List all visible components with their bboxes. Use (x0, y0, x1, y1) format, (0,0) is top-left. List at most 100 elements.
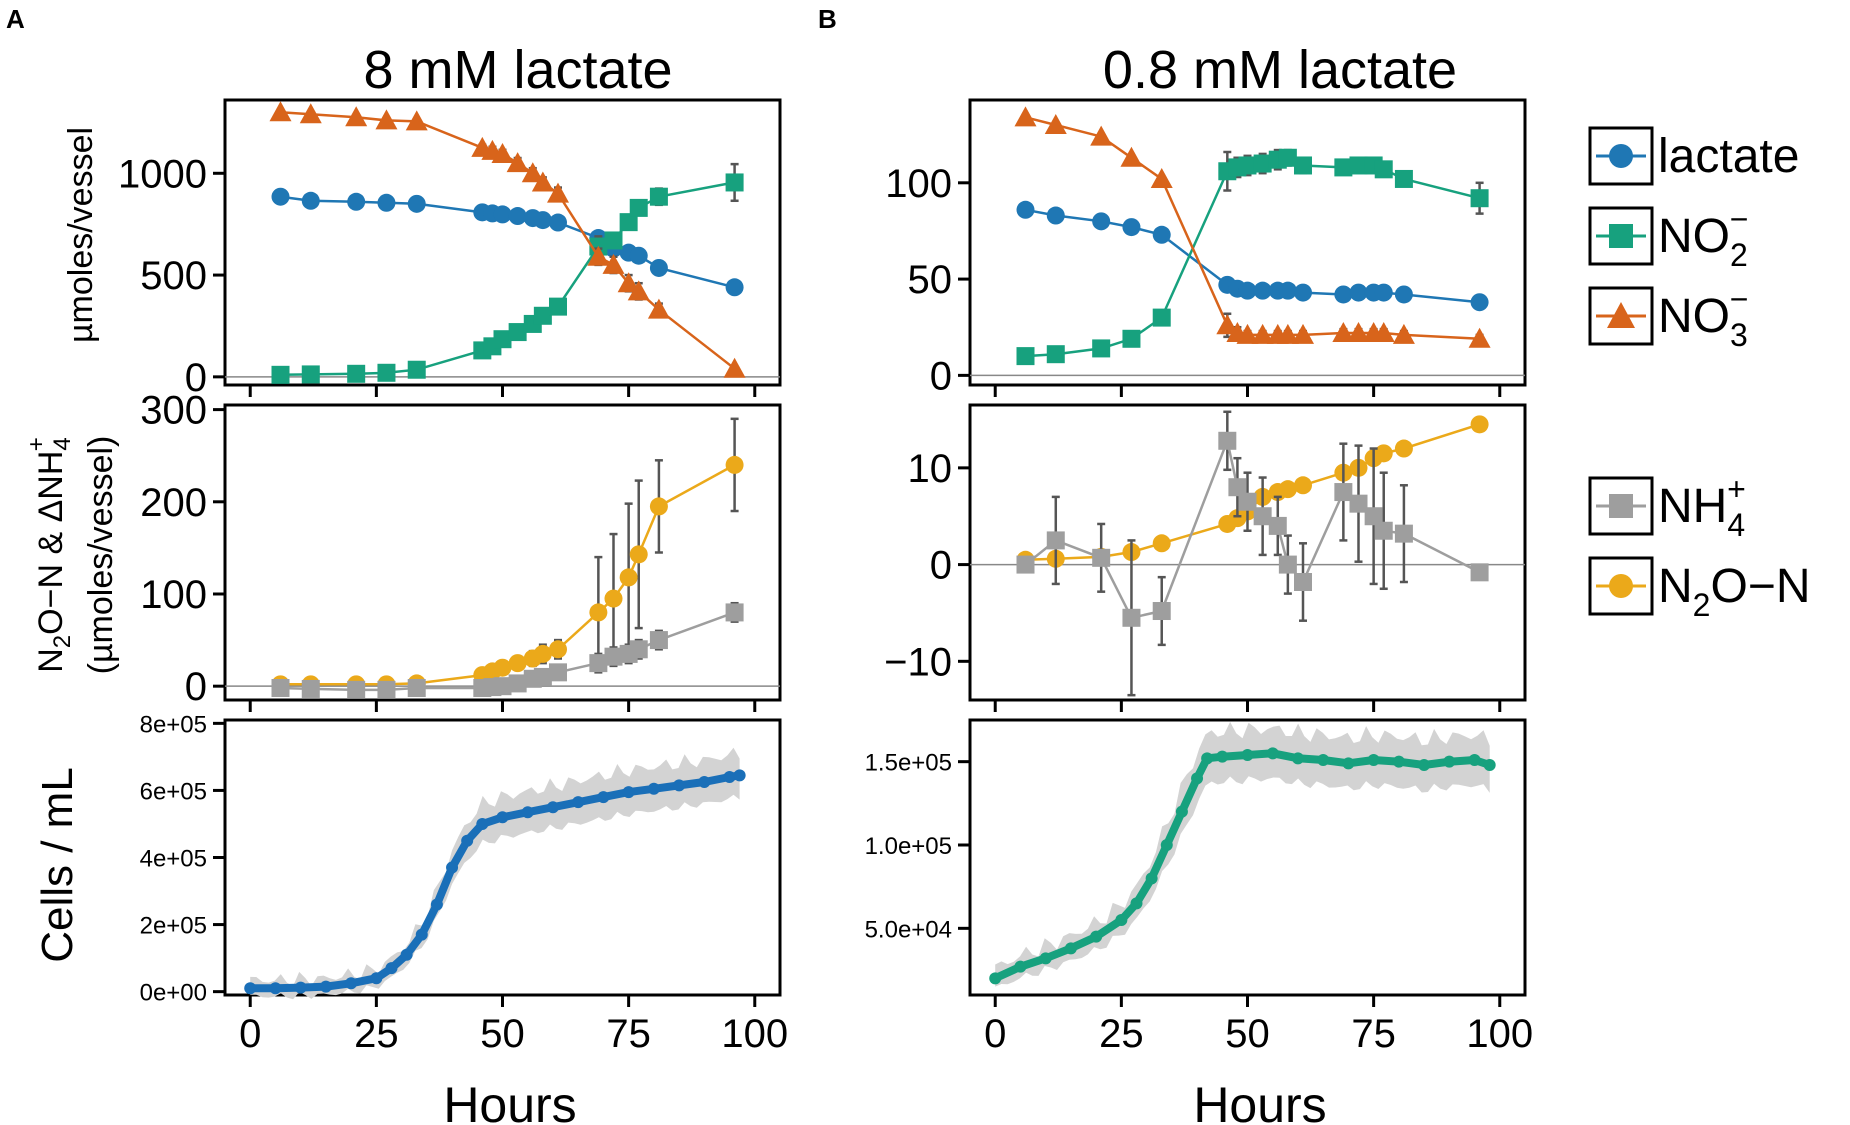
series-lactate (1016, 200, 1489, 312)
y-tick-label: 0 (930, 354, 952, 398)
data-point (1090, 930, 1103, 943)
data-point (533, 211, 552, 230)
data-point (1039, 952, 1052, 965)
data-point (301, 365, 320, 384)
y-tick-label: 500 (140, 254, 207, 298)
data-point (271, 365, 290, 384)
data-point (506, 152, 529, 173)
data-point (493, 205, 512, 224)
plot-frame (968, 403, 1527, 702)
data-point (1374, 283, 1393, 302)
data-point (1130, 897, 1143, 910)
data-point (546, 801, 559, 814)
y-axis-label-mid: N2O−N & ΔNH4+ (23, 437, 76, 673)
data-point (1278, 555, 1297, 574)
legend-item-n2o: N2O−N (1588, 556, 1811, 623)
data-point (549, 297, 567, 316)
data-point (1122, 608, 1141, 627)
data-point (723, 357, 746, 378)
data-point (400, 948, 413, 961)
x-tick-label: 50 (1225, 1012, 1270, 1056)
data-point (1278, 148, 1297, 167)
data-point (1266, 747, 1279, 760)
data-point (549, 213, 567, 232)
data-point (1372, 322, 1395, 343)
y-tick-label: 6e+05 (140, 778, 207, 805)
legend-label-no3: NO3− (1658, 281, 1748, 353)
legend-label-n2o: N2O−N (1658, 560, 1811, 623)
y-tick-label: 0 (185, 356, 207, 400)
data-point (531, 171, 554, 192)
data-point (619, 568, 638, 587)
series-no2- (271, 162, 744, 384)
data-point (1374, 160, 1393, 179)
data-point (1016, 200, 1035, 219)
data-point (1175, 805, 1188, 818)
panel-label-b: B (818, 4, 837, 34)
legend-mid: NH4+ N2O−N (1588, 471, 1811, 623)
legend-item-no2: NO2− (1588, 201, 1748, 273)
data-point (1092, 212, 1111, 231)
data-point (1238, 156, 1257, 175)
data-point (1191, 772, 1204, 785)
data-point (1152, 534, 1171, 553)
data-point (1238, 492, 1257, 511)
data-point (461, 834, 474, 847)
data-point (1483, 759, 1496, 771)
data-point (1294, 156, 1312, 175)
data-point (375, 109, 398, 130)
data-point (430, 898, 443, 911)
data-point (1294, 573, 1312, 591)
legend-item-no3: NO3− (1588, 281, 1748, 353)
data-point (572, 796, 585, 809)
legend-marker-triangle (1607, 302, 1635, 328)
data-point (1367, 754, 1380, 766)
y-tick-label: 100 (140, 573, 207, 617)
data-point (1334, 285, 1353, 304)
data-point (1394, 439, 1413, 458)
data-point (1122, 218, 1141, 237)
data-point (1216, 750, 1229, 763)
data-point (1238, 281, 1257, 300)
data-point (493, 658, 512, 677)
data-point (345, 977, 358, 990)
data-point (1418, 759, 1431, 771)
x-tick-label: 0 (239, 1012, 261, 1056)
y-tick-label: 50 (908, 258, 953, 302)
data-point (1218, 431, 1237, 450)
data-point (627, 280, 650, 301)
data-point (1470, 189, 1489, 208)
data-point (725, 455, 744, 474)
data-point (1150, 167, 1173, 188)
data-point (1374, 444, 1393, 463)
data-point (1294, 476, 1312, 495)
data-point (1347, 322, 1370, 343)
data-point (1443, 755, 1456, 768)
data-point (1145, 872, 1158, 885)
data-point (1253, 281, 1272, 300)
data-point (1014, 960, 1027, 973)
data-point (1392, 323, 1415, 344)
data-point (1392, 755, 1405, 768)
plot-a-top: 0 500 1000 (118, 98, 782, 400)
data-point (377, 193, 396, 212)
data-point (589, 654, 608, 673)
x-axis-label-a: Hours (443, 1077, 576, 1125)
data-point (1349, 283, 1368, 302)
legend-label-nh4: NH4+ (1658, 471, 1746, 543)
data-point (1228, 478, 1247, 497)
data-point (493, 330, 512, 349)
panel-label-a: A (6, 4, 25, 34)
data-point (1470, 563, 1489, 582)
data-point (1294, 283, 1312, 302)
data-point (673, 779, 686, 792)
data-point (587, 245, 610, 266)
legend-marker-square (1609, 494, 1633, 518)
data-point (1394, 169, 1413, 188)
data-point (370, 972, 383, 985)
y-tick-label: 5.0e+04 (865, 916, 952, 943)
data-point (1364, 507, 1383, 526)
confidence-band (250, 747, 740, 1000)
panel-a-title: 8 mM lactate (363, 40, 672, 100)
data-point (1470, 293, 1489, 312)
